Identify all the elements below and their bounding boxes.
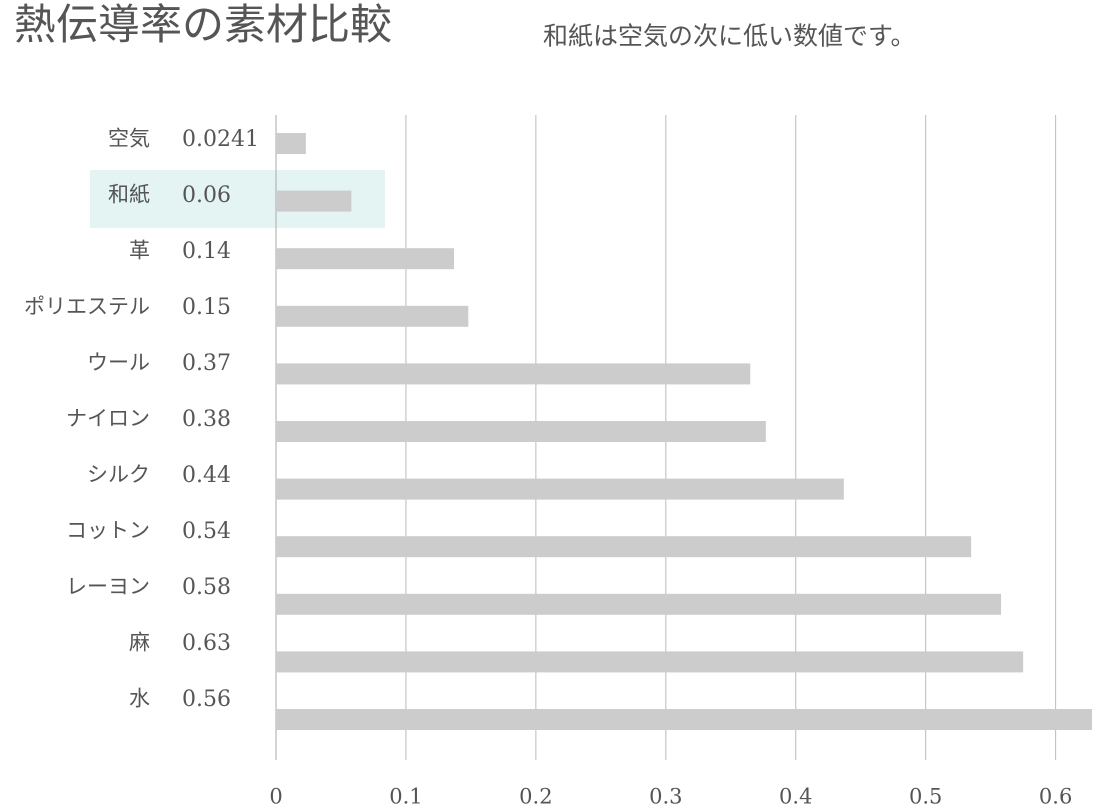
x-tick-label: 0 <box>269 785 282 809</box>
value-label: 0.58 <box>182 575 231 600</box>
bar <box>276 651 1024 673</box>
value-label: 0.38 <box>182 407 231 432</box>
x-tick-label: 0.4 <box>779 785 812 809</box>
bar <box>276 305 469 327</box>
value-label: 0.44 <box>182 463 231 488</box>
bar <box>276 190 352 212</box>
x-tick-label: 0.6 <box>1039 785 1072 809</box>
category-label: 革 <box>129 239 150 263</box>
bar <box>276 421 766 442</box>
x-tick-label: 0.5 <box>909 785 942 809</box>
category-label: 和紙 <box>108 183 150 207</box>
bar <box>276 133 306 154</box>
bar <box>276 363 751 385</box>
value-label: 0.14 <box>182 239 231 264</box>
value-label: 0.54 <box>182 519 231 544</box>
value-label: 0.37 <box>182 351 231 376</box>
value-label: 0.15 <box>182 295 231 320</box>
chart-title: 熱伝導率の素材比較 <box>14 0 392 49</box>
chart-subtitle: 和紙は空気の次に低い数値です。 <box>543 22 916 51</box>
bar <box>276 709 1092 730</box>
bar <box>276 593 1002 615</box>
value-label: 0.63 <box>182 631 231 656</box>
value-label: 0.0241 <box>182 127 259 152</box>
category-label: コットン <box>66 519 150 543</box>
category-label: シルク <box>87 463 150 487</box>
bar <box>276 248 455 270</box>
category-label: ウール <box>87 351 150 375</box>
value-label: 0.06 <box>182 183 231 208</box>
value-label: 0.56 <box>182 687 231 712</box>
x-tick-label: 0.2 <box>519 785 552 809</box>
category-label: 空気 <box>108 127 150 151</box>
x-tick-label: 0.3 <box>649 785 682 809</box>
category-label: ポリエステル <box>24 295 150 319</box>
bar <box>276 478 844 500</box>
category-label: 水 <box>129 687 150 711</box>
category-label: ナイロン <box>66 407 150 431</box>
bar <box>276 536 972 558</box>
category-label: 麻 <box>129 631 150 655</box>
category-label: レーヨン <box>66 575 150 599</box>
x-tick-label: 0.1 <box>389 785 422 809</box>
